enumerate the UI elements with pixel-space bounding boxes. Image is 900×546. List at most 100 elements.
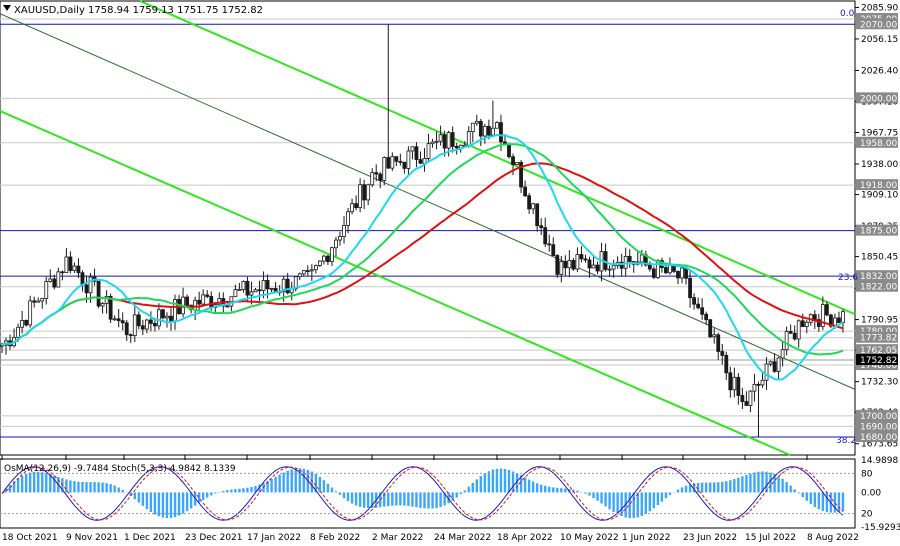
candle-body bbox=[354, 203, 358, 209]
osma-bar bbox=[548, 486, 551, 493]
osma-bar bbox=[761, 471, 764, 493]
osma-bar bbox=[628, 492, 631, 519]
candle-body bbox=[583, 258, 588, 261]
level-label: 1748.00 bbox=[860, 361, 897, 371]
osma-bar bbox=[346, 492, 350, 502]
osma-bar bbox=[620, 492, 623, 517]
candle-body bbox=[651, 268, 656, 278]
candle-body bbox=[446, 132, 451, 149]
osma-bar bbox=[749, 473, 752, 493]
date-tick-label: 1 Jun 2022 bbox=[622, 533, 670, 543]
channel-midline bbox=[0, 13, 856, 390]
date-tick-label: 23 Jun 2022 bbox=[683, 533, 737, 543]
candle-body bbox=[724, 354, 729, 374]
candle-body bbox=[28, 300, 33, 326]
osma-bar bbox=[65, 479, 68, 493]
price-tick-label: 1850.45 bbox=[861, 253, 898, 263]
osma-bar bbox=[37, 471, 40, 493]
osma-bar bbox=[214, 492, 217, 494]
osma-bar bbox=[479, 476, 483, 493]
oscillator-series bbox=[0, 466, 855, 521]
candle-body bbox=[752, 383, 757, 392]
candle-body bbox=[591, 264, 596, 269]
osma-bar bbox=[757, 471, 760, 493]
candle-body bbox=[454, 146, 459, 149]
price-panel[interactable] bbox=[0, 0, 856, 456]
osma-bar bbox=[805, 492, 808, 501]
candle-body bbox=[161, 309, 165, 319]
osma-bar bbox=[49, 474, 52, 493]
candle-body bbox=[744, 401, 749, 406]
candle-body bbox=[523, 186, 527, 197]
osma-bar bbox=[354, 492, 358, 506]
candle-body bbox=[116, 318, 121, 322]
osma-bar bbox=[648, 492, 652, 512]
osma-bar bbox=[427, 492, 430, 509]
candle-body bbox=[346, 211, 350, 226]
level-label-bg bbox=[856, 136, 898, 148]
osma-bar bbox=[322, 480, 326, 493]
candle-body bbox=[233, 289, 238, 298]
candle-body bbox=[837, 317, 841, 324]
osma-bar bbox=[443, 492, 446, 506]
candle-body bbox=[434, 140, 439, 143]
candle-body bbox=[478, 120, 483, 137]
osma-bar bbox=[358, 492, 362, 507]
date-tick-label: 23 Dec 2021 bbox=[185, 533, 243, 543]
date-tick-label: 1 Dec 2021 bbox=[124, 533, 176, 543]
osma-bar bbox=[133, 492, 136, 500]
trend-channels bbox=[0, 0, 856, 456]
osma-bar bbox=[370, 492, 374, 509]
candle-body bbox=[559, 260, 564, 275]
candle-body bbox=[338, 236, 342, 241]
osma-bar bbox=[544, 485, 547, 493]
osma-bar bbox=[101, 482, 104, 493]
candle-body bbox=[716, 334, 721, 352]
osma-bar bbox=[419, 492, 422, 508]
osma-bar bbox=[688, 484, 692, 493]
level-label: 1875.00 bbox=[860, 227, 897, 237]
candle-body bbox=[394, 156, 399, 162]
candle-body bbox=[482, 125, 487, 137]
osma-bar bbox=[556, 487, 559, 493]
date-tick-label: 24 Mar 2022 bbox=[434, 533, 491, 543]
level-label: 1700.00 bbox=[860, 412, 897, 422]
stoch-main-line bbox=[1, 466, 844, 521]
ma-fast-line bbox=[1, 133, 844, 381]
osma-bar bbox=[41, 472, 44, 493]
osma-bar bbox=[431, 492, 434, 509]
osma-bar bbox=[423, 492, 426, 509]
osma-bar bbox=[539, 484, 543, 493]
osma-bar bbox=[32, 471, 36, 493]
collapse-arrow-icon[interactable] bbox=[3, 5, 11, 11]
osma-bar bbox=[519, 475, 523, 493]
candle-body bbox=[571, 260, 576, 270]
candle-body bbox=[543, 227, 548, 245]
moving-averages bbox=[1, 133, 844, 381]
price-tick-label: 1732.30 bbox=[861, 378, 898, 388]
osma-bar bbox=[463, 490, 466, 493]
osma-bar bbox=[451, 492, 454, 501]
osma-bar bbox=[560, 488, 563, 493]
level-label-bg bbox=[856, 280, 898, 292]
osma-bar bbox=[455, 492, 458, 498]
osma-bar bbox=[616, 492, 619, 515]
candle-body bbox=[88, 276, 93, 294]
osma-bar bbox=[407, 492, 410, 506]
candle-body bbox=[756, 383, 761, 386]
candle-body bbox=[326, 255, 330, 263]
candle-body bbox=[309, 269, 314, 272]
osma-bar bbox=[817, 492, 821, 510]
candle-body bbox=[627, 255, 632, 262]
oscillator-tick-label: -15.9293 bbox=[861, 523, 900, 533]
level-label: 1832.00 bbox=[860, 272, 897, 282]
candle-body bbox=[450, 132, 455, 147]
candle-body bbox=[285, 278, 290, 294]
osma-bar bbox=[85, 482, 88, 493]
osma-bar bbox=[201, 492, 205, 501]
osma-bar bbox=[588, 492, 591, 496]
osma-bar bbox=[395, 492, 398, 506]
candle-body bbox=[362, 184, 367, 201]
candle-body bbox=[366, 184, 371, 201]
